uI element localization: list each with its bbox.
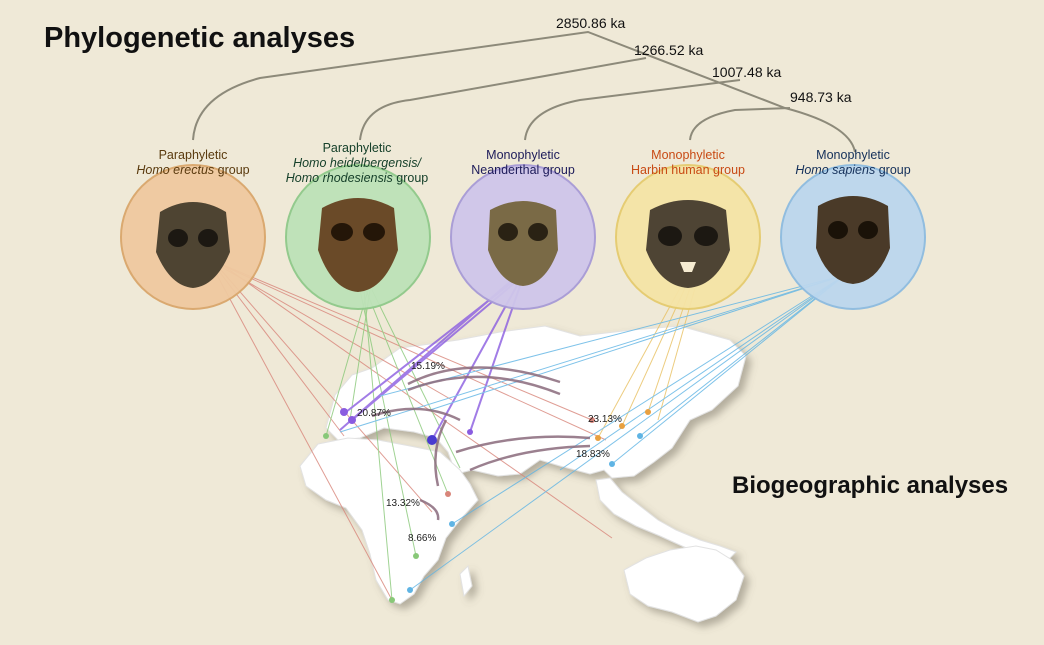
group-type: Monophyletic bbox=[651, 148, 725, 162]
fossil-sites bbox=[323, 408, 651, 603]
group-label-neanderthal: Monophyletic Neanderthal group bbox=[438, 148, 608, 178]
erectus-skull bbox=[156, 202, 230, 288]
group-label-sapiens: Monophyletic Homo sapiens group bbox=[768, 148, 938, 178]
group-taxon-secondary: Homo rhodesiensis bbox=[285, 171, 393, 185]
migration-percentage: 23.13% bbox=[588, 414, 622, 425]
migration-arrows bbox=[371, 366, 591, 521]
group-taxon: Homo sapiens bbox=[795, 163, 876, 177]
sapiens-connections bbox=[339, 274, 846, 591]
tree-branch-1266 bbox=[359, 57, 647, 141]
tree-branch-root bbox=[192, 30, 856, 153]
group-taxon: Homo erectus bbox=[136, 163, 215, 177]
node-age-label: 2850.86 ka bbox=[556, 15, 626, 31]
sapiens-skull bbox=[816, 196, 890, 284]
group-taxon: Homo heidelbergensis/ bbox=[293, 156, 421, 170]
southeast-asia-landmass bbox=[595, 477, 737, 561]
australia-landmass bbox=[623, 545, 745, 623]
group-circles bbox=[120, 164, 926, 310]
group-suffix: group bbox=[217, 163, 250, 177]
group-label-heidelbergensis: Paraphyletic Homo heidelbergensis/ Homo … bbox=[272, 141, 442, 186]
group-suffix: group bbox=[396, 171, 429, 185]
biogeographic-title: Biogeographic analyses bbox=[732, 472, 1009, 499]
neanderthal-skull bbox=[488, 201, 558, 286]
group-taxon: Neanderthal group bbox=[471, 163, 575, 177]
sapiens-circle bbox=[780, 164, 926, 310]
migration-percentage: 20.87% bbox=[357, 408, 391, 419]
erectus-circle bbox=[120, 164, 266, 310]
group-type: Paraphyletic bbox=[158, 148, 228, 162]
neanderthal-circle bbox=[450, 164, 596, 310]
heidelbergensis-skull bbox=[318, 198, 398, 292]
group-type: Monophyletic bbox=[816, 148, 890, 162]
migration-percentage: 13.32% bbox=[386, 498, 420, 509]
node-age-label: 1007.48 ka bbox=[712, 64, 782, 80]
madagascar-landmass bbox=[459, 564, 473, 598]
tree-branch-1007 bbox=[524, 79, 741, 141]
harbin-circle bbox=[615, 164, 761, 310]
group-label-harbin: Monophyletic Harbin human group bbox=[603, 148, 773, 178]
group-suffix: group bbox=[878, 163, 911, 177]
migration-percentage: 15.19% bbox=[411, 361, 445, 372]
heidelbergensis-circle bbox=[285, 164, 431, 310]
phylogenetic-tree bbox=[192, 30, 856, 153]
node-age-label: 1266.52 ka bbox=[634, 42, 704, 58]
tree-branch-948 bbox=[689, 107, 791, 141]
group-type: Paraphyletic bbox=[322, 141, 392, 155]
phylogenetic-title: Phylogenetic analyses bbox=[44, 22, 356, 54]
group-taxon: Harbin human group bbox=[631, 163, 745, 177]
harbin-skull bbox=[646, 200, 730, 288]
migration-percentage: 8.66% bbox=[408, 533, 437, 544]
node-age-label: 948.73 ka bbox=[790, 89, 852, 105]
world-map bbox=[299, 325, 747, 623]
migration-percentage: 18.83% bbox=[576, 449, 610, 460]
group-label-erectus: Paraphyletic Homo erectus group bbox=[108, 148, 278, 178]
group-type: Monophyletic bbox=[486, 148, 560, 162]
